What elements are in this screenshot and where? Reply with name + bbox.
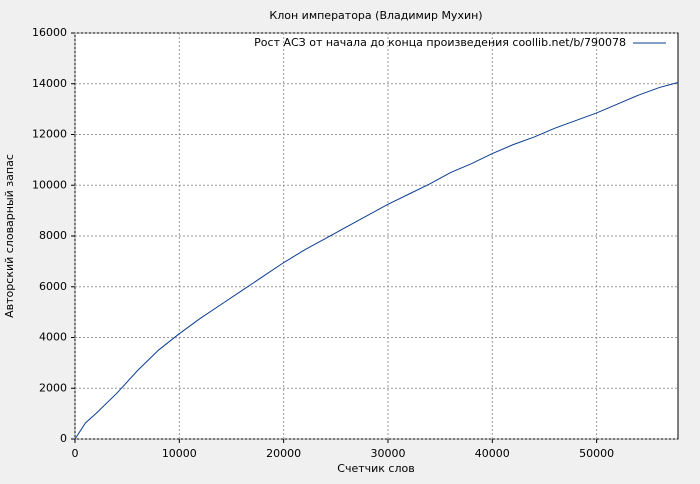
y-tick-label: 16000 <box>32 26 67 39</box>
x-tick-label: 20000 <box>266 447 301 460</box>
legend-label: Рост АСЗ от начала до конца произведения… <box>254 36 626 49</box>
y-tick-label: 8000 <box>39 229 67 242</box>
y-axis-label: Авторский словарный запас <box>3 154 16 318</box>
y-tick-label: 14000 <box>32 77 67 90</box>
x-tick-label: 50000 <box>579 447 614 460</box>
x-tick-label: 0 <box>72 447 79 460</box>
x-tick-label: 40000 <box>475 447 510 460</box>
x-tick-label: 30000 <box>370 447 405 460</box>
y-tick-label: 6000 <box>39 280 67 293</box>
y-tick-label: 10000 <box>32 178 67 191</box>
x-tick-label: 10000 <box>162 447 197 460</box>
y-tick-label: 0 <box>60 432 67 445</box>
y-tick-label: 2000 <box>39 381 67 394</box>
series-line <box>74 81 679 440</box>
chart-title: Клон императора (Владимир Мухин) <box>269 9 482 22</box>
y-tick-label: 4000 <box>39 331 67 344</box>
x-axis-label: Счетчик слов <box>337 462 414 475</box>
y-tick-label: 12000 <box>32 128 67 141</box>
